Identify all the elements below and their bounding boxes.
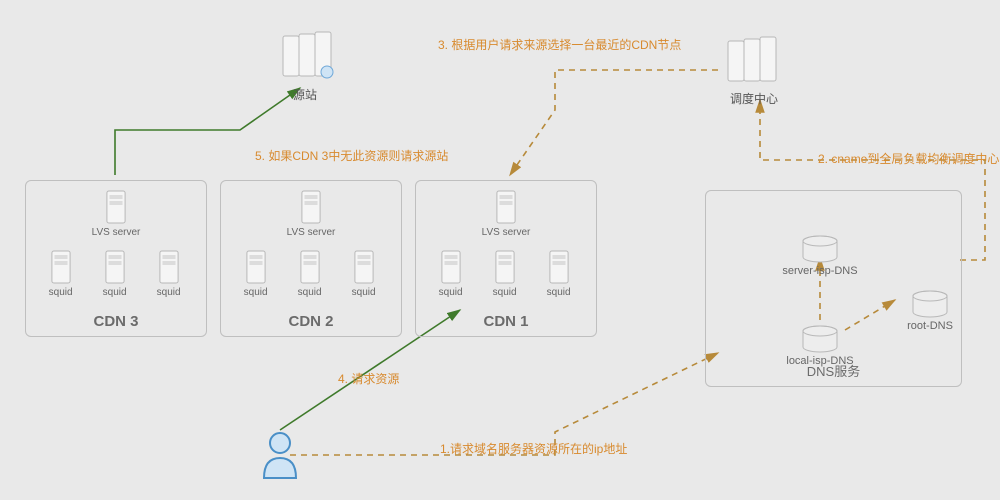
squid-server-icon [438,249,464,285]
squid-server-icon [48,249,74,285]
origin-server [275,30,339,84]
diagram-canvas: { "canvas":{"width":1000,"height":500,"b… [0,0,1000,500]
cdn-box-cdn3: CDN 3LVS serversquidsquidsquid [25,180,207,337]
squid-server-icon [351,249,377,285]
squid-server-icon [102,249,128,285]
lvs-label: LVS server [476,227,536,238]
step-label-3: 3. 根据用户请求来源选择一台最近的CDN节点 [438,36,681,53]
squid-label: squid [421,287,481,298]
lvs-server-icon [493,189,519,225]
step-label-5: 5. 如果CDN 3中无此资源则请求源站 [255,147,448,164]
squid-label: squid [529,287,589,298]
squid-label: squid [85,287,145,298]
cdn-box-cdn1: CDN 1LVS serversquidsquidsquid [415,180,597,337]
lvs-server-icon [298,189,324,225]
lvs-server-icon [103,189,129,225]
squid-label: squid [226,287,286,298]
squid-server-icon [243,249,269,285]
edge-disp-to-cdn1 [510,70,718,175]
squid-label: squid [475,287,535,298]
squid-label: squid [139,287,199,298]
cdn-box-cdn2: CDN 2LVS serversquidsquidsquid [220,180,402,337]
step-label-2: 2. cname到全局负载均衡调度中心 [818,150,999,167]
dispatch-label: 调度中心 [730,90,778,107]
db-root-label: root-DNS [892,320,968,332]
lvs-label: LVS server [281,227,341,238]
db-local-isp-label: local-isp-DNS [782,355,858,367]
cdn-title: CDN 2 [221,313,401,330]
cdn-title: CDN 1 [416,313,596,330]
squid-server-icon [156,249,182,285]
squid-server-icon [297,249,323,285]
squid-label: squid [280,287,340,298]
step-label-1: 1.请求域名服务器资源所在的ip地址 [440,440,627,457]
db-server-isp-label: server-isp-DNS [782,265,858,277]
cdn-title: CDN 3 [26,313,206,330]
origin-label: 源站 [293,86,317,103]
step-label-4: 4. 请求资源 [338,370,399,387]
dispatch-server [720,35,784,89]
lvs-label: LVS server [86,227,146,238]
squid-label: squid [334,287,394,298]
squid-server-icon [546,249,572,285]
squid-server-icon [492,249,518,285]
squid-label: squid [31,287,91,298]
